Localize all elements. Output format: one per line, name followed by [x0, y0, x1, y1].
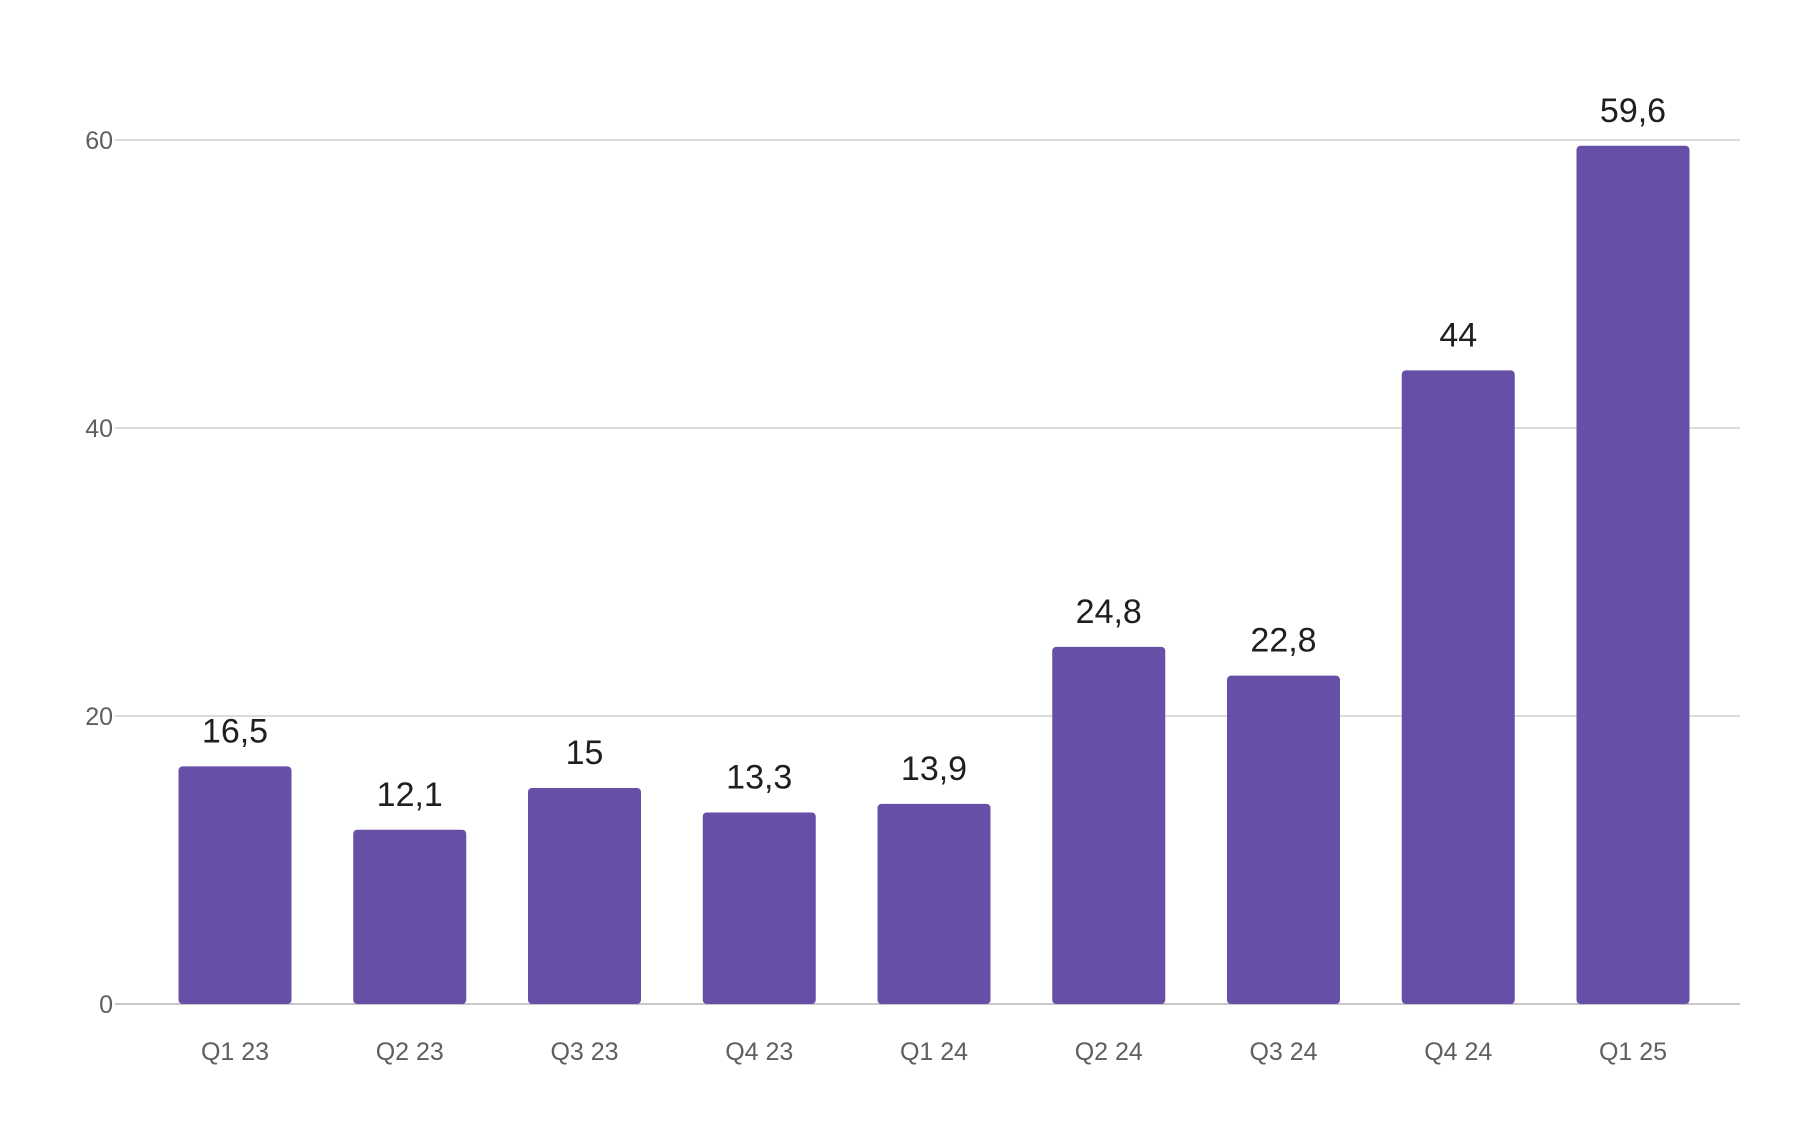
x-tick-label: Q4 23	[725, 1038, 793, 1066]
y-tick-label: 40	[85, 415, 113, 443]
y-tick-label: 0	[99, 991, 113, 1019]
bar	[1401, 370, 1515, 1004]
x-tick-label: Q1 25	[1599, 1038, 1667, 1066]
data-label: 13,3	[726, 758, 792, 796]
x-tick-label: Q3 24	[1249, 1038, 1317, 1066]
data-label: 22,8	[1250, 622, 1316, 660]
x-tick-label: Q4 24	[1424, 1038, 1492, 1066]
y-tick-label: 20	[85, 703, 113, 731]
bars	[178, 145, 1690, 1004]
data-label: 59,6	[1600, 92, 1666, 130]
bar	[1227, 675, 1340, 1004]
bar	[178, 766, 292, 1004]
bar	[1576, 145, 1690, 1004]
x-tick-label: Q1 24	[900, 1038, 968, 1066]
data-label: 13,9	[901, 750, 967, 788]
bar	[1052, 646, 1166, 1004]
data-label: 24,8	[1076, 593, 1142, 631]
bar	[528, 788, 641, 1004]
x-tick-label: Q3 23	[550, 1038, 618, 1066]
bar	[353, 829, 467, 1004]
bar	[877, 803, 991, 1004]
bar	[702, 812, 816, 1004]
data-label: 16,5	[202, 712, 268, 750]
x-tick-label: Q2 23	[376, 1038, 444, 1066]
x-tick-label: Q1 23	[201, 1038, 269, 1066]
data-label: 44	[1439, 316, 1477, 354]
x-tick-label: Q2 24	[1075, 1038, 1143, 1066]
labels: 0 20 40 60 16,5 Q1 23 12,1 Q2 23 15 Q3 23 13,3 Q4 2…	[85, 92, 1667, 1066]
y-tick-label: 60	[85, 127, 113, 155]
data-label: 15	[566, 734, 604, 772]
data-label: 12,1	[377, 776, 443, 814]
